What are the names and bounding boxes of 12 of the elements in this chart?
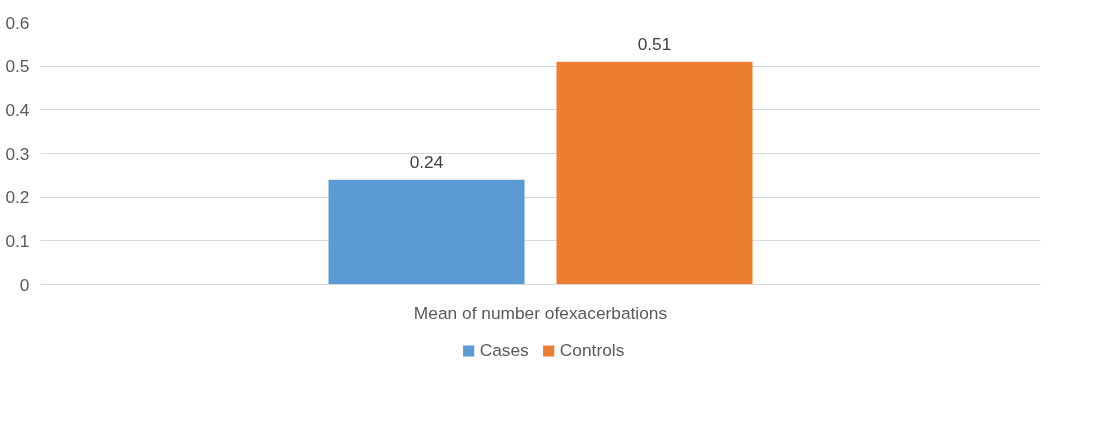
y-tick-label: 0.3 xyxy=(5,143,30,164)
y-tick-label: 0.2 xyxy=(5,187,30,208)
y-tick-label: 0.4 xyxy=(5,99,30,120)
y-tick-label: 0.1 xyxy=(5,230,30,251)
data-label: 0.51 xyxy=(637,33,672,54)
y-tick-label: 0 xyxy=(19,274,30,295)
x-tick-label: Mean of number ofexacerbations xyxy=(413,302,668,323)
y-tick-label: 0.5 xyxy=(5,56,30,77)
legend-label: Cases xyxy=(479,339,529,361)
legend-label: Controls xyxy=(559,339,625,361)
data-label: 0.24 xyxy=(409,151,444,172)
y-tick-label: 0.6 xyxy=(5,12,30,33)
